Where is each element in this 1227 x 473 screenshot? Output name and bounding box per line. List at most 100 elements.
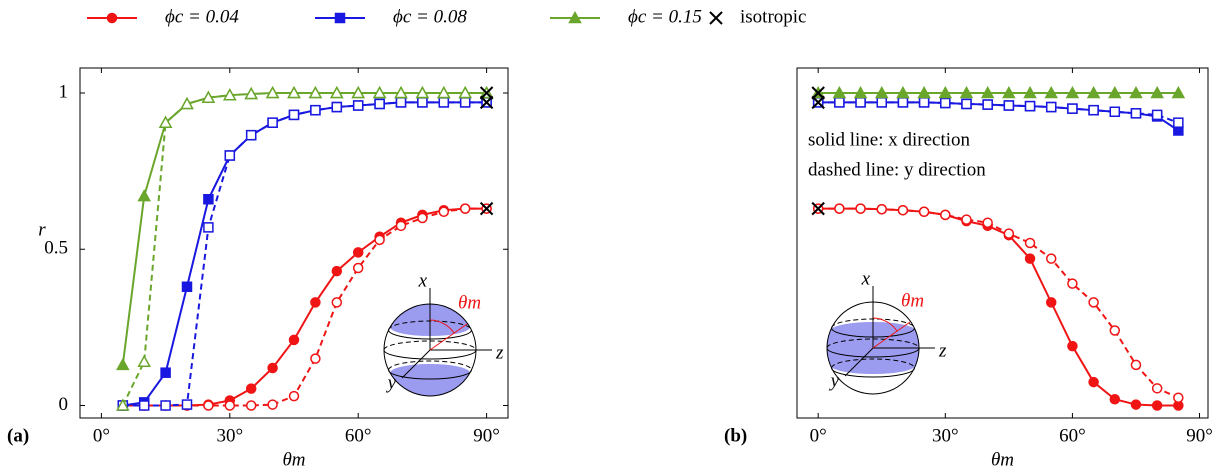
marker xyxy=(203,194,214,205)
marker xyxy=(811,201,825,216)
marker xyxy=(479,201,494,216)
inset-ellipse xyxy=(826,347,920,358)
panel-label: (a) xyxy=(7,425,29,446)
marker xyxy=(1173,392,1184,403)
marker xyxy=(310,353,321,364)
marker xyxy=(940,97,951,109)
marker xyxy=(1151,383,1163,394)
panel-label: (b) xyxy=(724,425,747,446)
inset-axis-label: y xyxy=(829,370,840,391)
marker xyxy=(267,362,278,374)
x-axis-label: θm xyxy=(282,449,305,470)
inset-axis-label: x xyxy=(418,270,428,291)
marker xyxy=(438,97,450,108)
marker xyxy=(1024,253,1036,264)
marker xyxy=(918,206,930,217)
marker xyxy=(395,220,407,232)
marker xyxy=(1088,376,1099,388)
inset-ellipse xyxy=(831,367,915,378)
legend-marker xyxy=(334,12,346,24)
marker xyxy=(1108,85,1122,99)
marker xyxy=(288,109,300,121)
x-tick-label: 90° xyxy=(473,425,500,446)
marker xyxy=(1109,106,1121,117)
marker xyxy=(1065,85,1080,99)
inset-shade xyxy=(390,364,470,397)
marker xyxy=(1086,85,1101,99)
marker xyxy=(352,100,364,111)
marker xyxy=(158,115,173,128)
marker xyxy=(245,383,257,394)
marker xyxy=(1151,400,1163,411)
marker xyxy=(374,98,385,110)
marker xyxy=(855,97,866,108)
marker xyxy=(876,97,887,108)
legend-label: ϕc = 0.08 xyxy=(393,6,467,27)
marker xyxy=(1045,101,1057,113)
marker xyxy=(961,214,972,225)
marker xyxy=(1024,237,1036,249)
axes-frame xyxy=(796,67,1209,419)
annotation: solid line: x direction xyxy=(808,129,971,150)
marker xyxy=(203,400,214,411)
marker xyxy=(1130,359,1142,371)
marker xyxy=(1067,103,1078,114)
marker xyxy=(917,85,931,99)
marker xyxy=(308,85,323,99)
marker xyxy=(1088,104,1099,116)
inset-axes xyxy=(401,288,492,379)
marker xyxy=(438,206,450,217)
legend-marker xyxy=(568,10,582,24)
marker xyxy=(811,95,825,110)
marker xyxy=(479,95,494,110)
marker xyxy=(832,85,847,99)
marker xyxy=(1150,85,1164,99)
marker xyxy=(980,85,995,99)
marker xyxy=(940,209,951,221)
marker xyxy=(223,88,237,101)
marker xyxy=(288,334,300,346)
marker xyxy=(1067,278,1078,289)
marker xyxy=(203,222,214,233)
inset-ellipse xyxy=(388,360,472,371)
marker xyxy=(160,400,171,411)
x-tick-label: 0° xyxy=(810,425,827,446)
marker xyxy=(224,150,236,161)
legend-marker xyxy=(106,12,118,24)
marker xyxy=(244,86,258,100)
marker xyxy=(395,97,407,108)
marker xyxy=(415,85,430,99)
inset-angle-label: θm xyxy=(901,290,924,311)
series-line xyxy=(122,101,487,407)
marker xyxy=(1044,85,1058,99)
marker xyxy=(1129,85,1143,99)
marker xyxy=(959,85,974,99)
marker xyxy=(351,85,365,99)
marker xyxy=(331,297,343,308)
x-tick-label: 0° xyxy=(93,425,110,446)
marker xyxy=(137,189,151,202)
y-tick-label: 0 xyxy=(59,394,69,415)
marker xyxy=(287,85,301,99)
inset-axis-label: z xyxy=(938,340,947,361)
inset-ellipse xyxy=(388,369,472,380)
marker xyxy=(116,398,130,411)
marker xyxy=(330,85,344,99)
marker xyxy=(853,85,868,99)
marker xyxy=(352,262,364,274)
marker xyxy=(265,85,280,99)
marker xyxy=(855,203,866,214)
marker xyxy=(201,90,216,103)
marker xyxy=(982,217,993,228)
marker xyxy=(1109,394,1121,405)
marker xyxy=(1067,340,1078,352)
marker xyxy=(267,117,278,128)
y-axis-label: r xyxy=(38,219,46,240)
marker xyxy=(458,85,472,99)
marker xyxy=(1024,100,1036,112)
marker xyxy=(1088,297,1099,308)
marker xyxy=(394,85,408,99)
legend-label: isotropic xyxy=(740,6,807,27)
annotation: dashed line: y direction xyxy=(808,159,986,180)
inset-axis-label: y xyxy=(386,372,397,393)
